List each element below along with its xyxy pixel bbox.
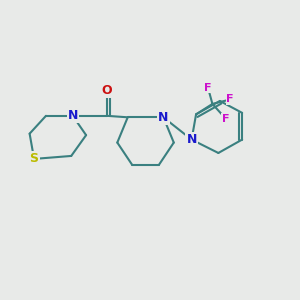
Text: N: N (158, 111, 169, 124)
Text: F: F (222, 114, 230, 124)
Text: F: F (204, 82, 212, 93)
Text: S: S (30, 152, 39, 165)
Text: F: F (226, 94, 234, 104)
Text: O: O (102, 84, 112, 97)
Text: N: N (68, 109, 78, 122)
Text: N: N (186, 133, 197, 146)
